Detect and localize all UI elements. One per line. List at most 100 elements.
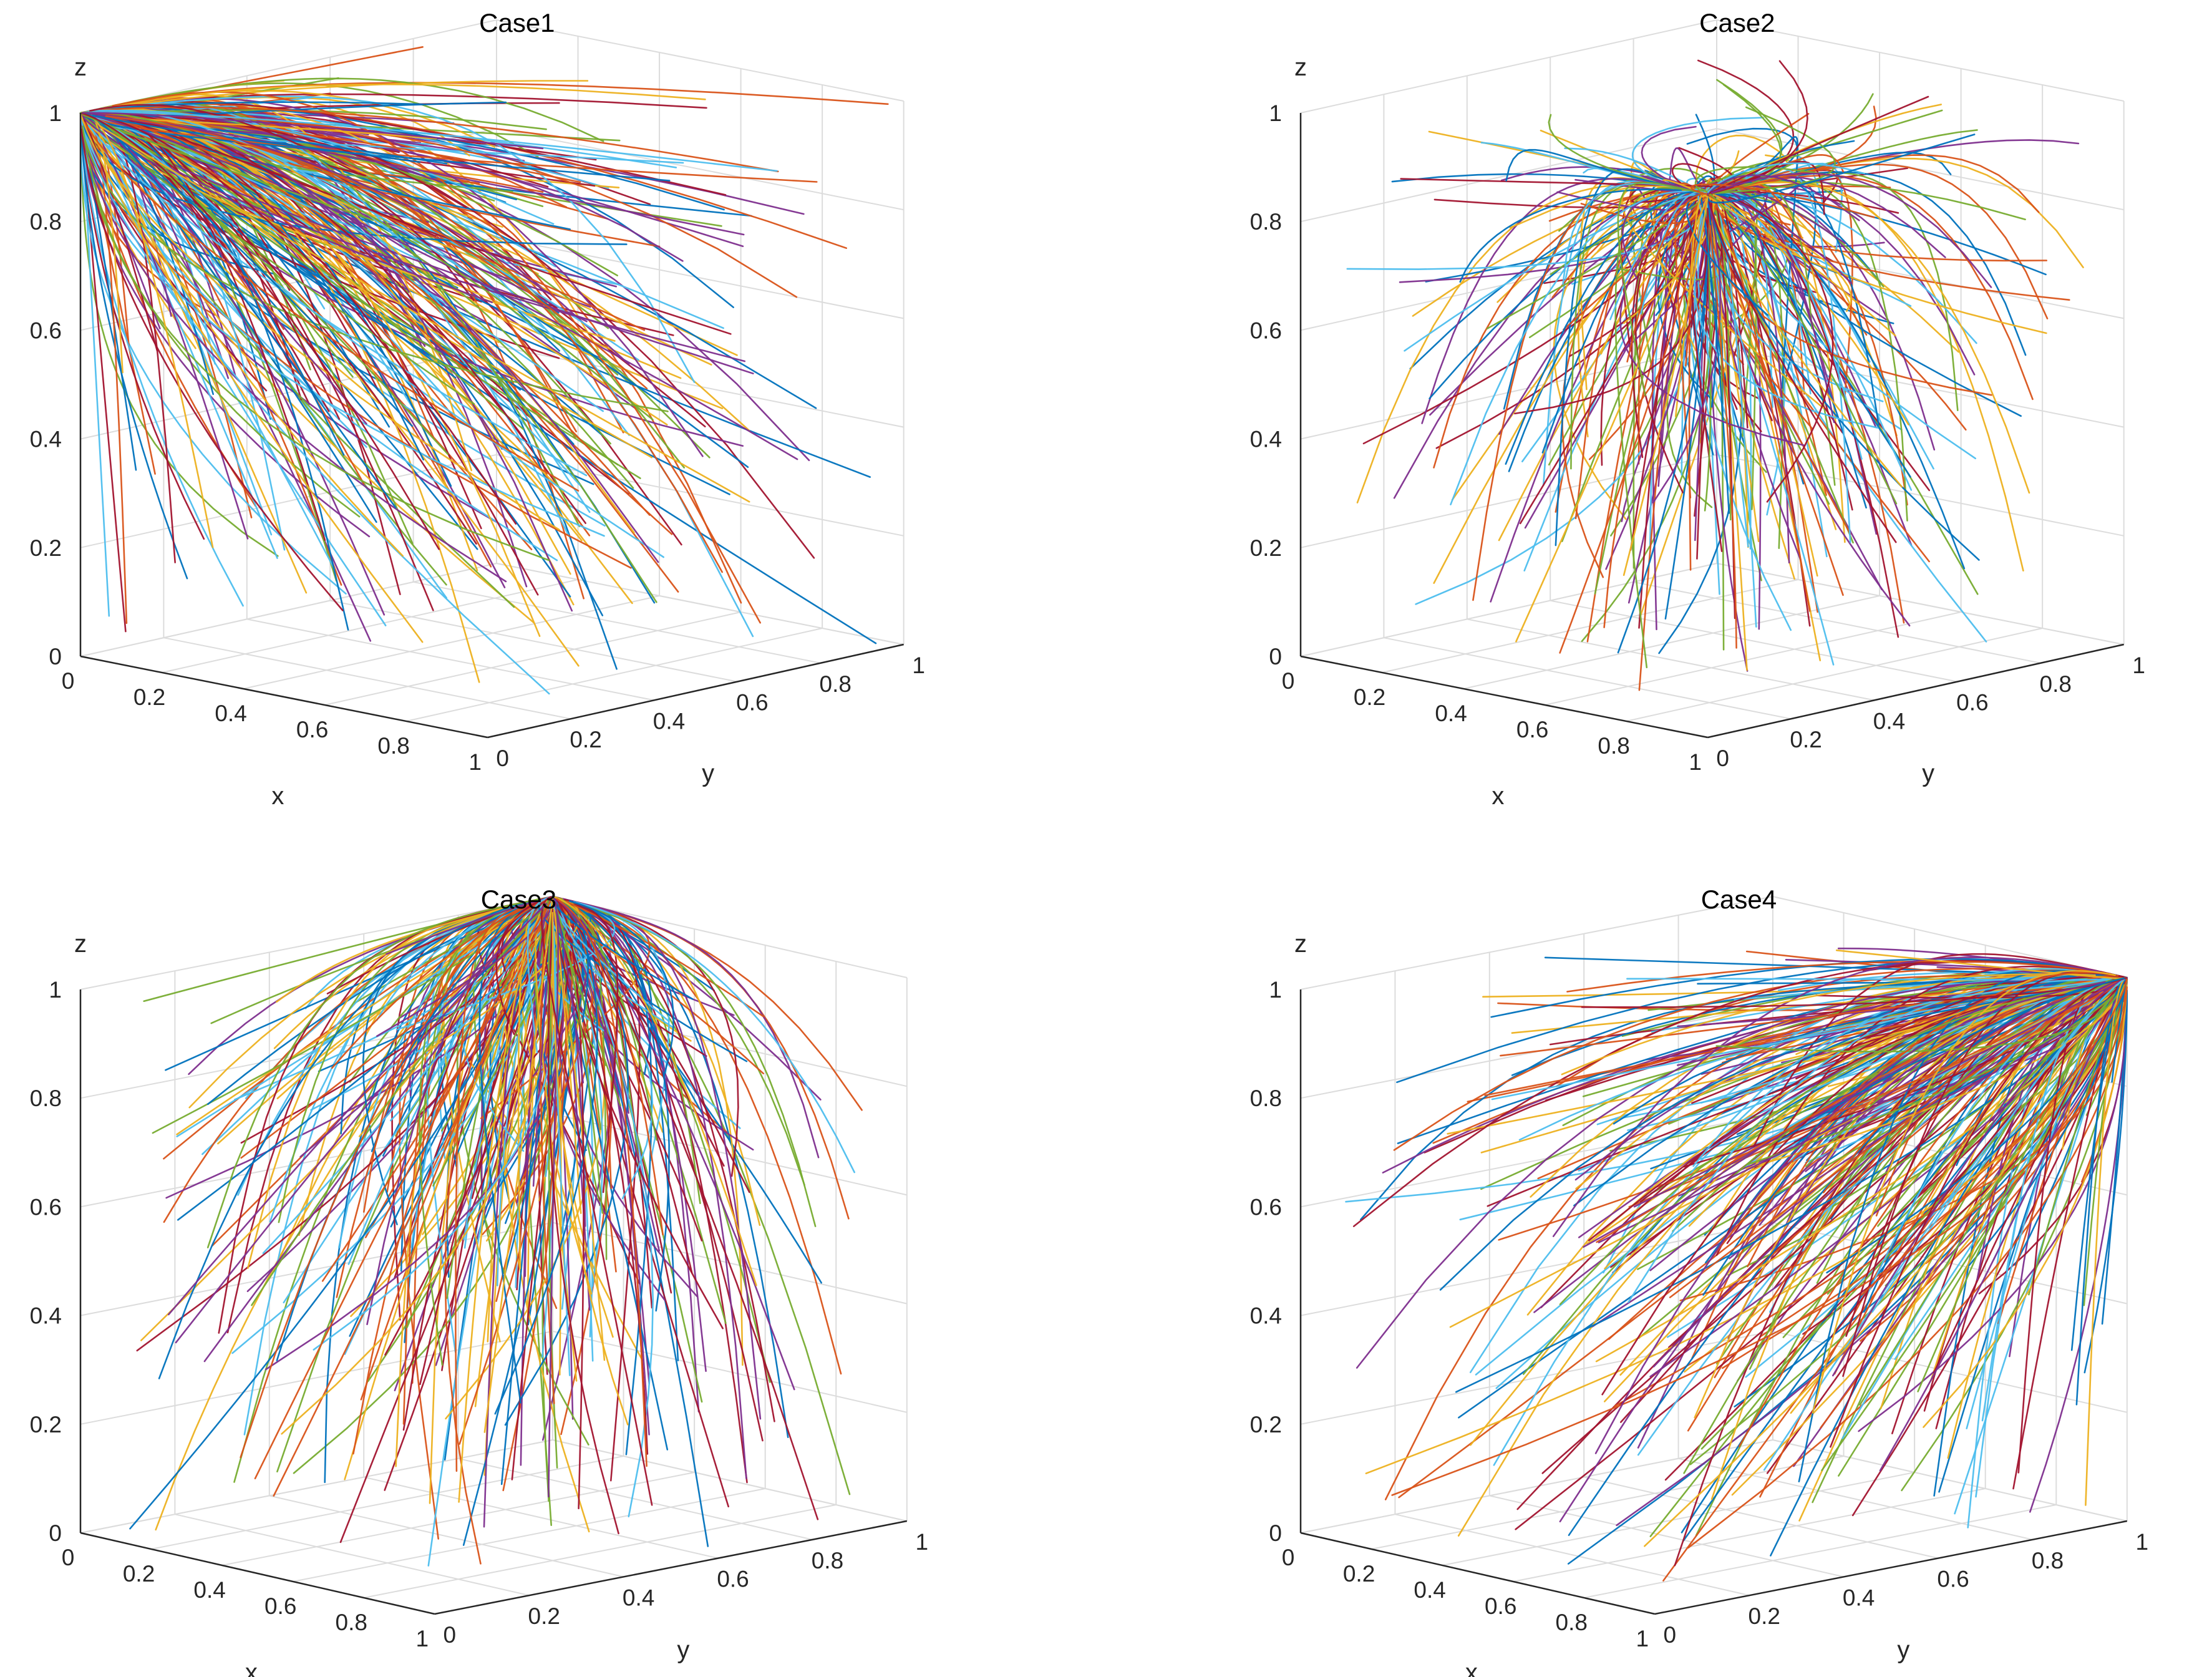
trajectory-line [551,911,629,1426]
y-axis-title: y [1922,760,1934,787]
x-tick-label: 0 [62,668,75,694]
trajectory-line [80,114,424,643]
panel-title: Case2 [1699,8,1775,37]
trajectory-line [483,896,554,1433]
grid-line [1300,19,1717,114]
trajectory-line [82,125,550,561]
y-tick-label: 0.8 [2040,671,2072,697]
trajectory-line [1728,197,1834,503]
trajectory-line [540,896,653,1506]
grid-line [1716,128,2124,211]
z-tick-label: 0.8 [1250,1086,1282,1111]
y-tick-label: 0.6 [717,1567,749,1592]
trajectory-line [94,127,664,558]
y-axis-line [1654,1520,2128,1615]
z-tick-label: 0.2 [30,535,62,561]
z-tick-label: 1 [1269,100,1282,126]
y-axis-title: y [1897,1636,1909,1664]
x-axis-line [80,1532,435,1615]
grid-line [80,1222,553,1316]
z-tick-label: 0.4 [30,1303,62,1329]
x-tick-label: 1 [1689,749,1702,775]
x-axis-title: x [271,782,284,810]
grid-line [552,1004,908,1087]
trajectory-line [1723,154,2040,213]
grid-line [552,1439,908,1522]
z-tick-label: 0.4 [1250,1303,1282,1329]
grid-line [1300,896,1773,990]
trajectory-line [1704,222,1712,512]
z-tick-label: 0.6 [1250,318,1282,343]
trajectory-line [556,898,648,1467]
z-tick-label: 0 [1269,644,1282,669]
y-tick-label: 0.4 [1873,708,1905,734]
trajectory-line [84,122,580,492]
panel-4: 00.20.40.60.81 00.20.40.60.8100.20.40.60.… [1250,885,2149,1677]
grid-line [80,1439,553,1534]
x-tick-label: 0 [1282,668,1295,694]
grid-line [1442,1472,1915,1566]
trajectory-line [1709,225,1737,649]
y-axis-line [434,1520,908,1615]
trajectory-line [1626,193,1708,362]
z-tick-label: 0 [1269,1520,1282,1546]
trajectory-line [168,903,548,1316]
x-tick-label: 0.6 [1516,717,1548,742]
grid-line [1633,581,2041,664]
x-tick-label: 0.2 [123,1561,155,1587]
trajectory-line [1707,162,1865,193]
y-tick-label: 0.2 [1749,1603,1780,1629]
panel-2: 00.20.40.60.81 00.20.40.60.8100.20.40.60.… [1250,8,2145,810]
z-tick-label: 1 [49,977,62,1003]
panel-title: Case1 [479,8,555,37]
y-tick-label: 0.4 [653,708,685,734]
panel-1: 00.20.40.60.81 00.20.40.60.8100.20.40.60.… [30,8,925,810]
y-tick-label: 0.4 [1843,1585,1875,1610]
trajectory-line [1710,172,1992,288]
x-axis-line [1300,1532,1656,1615]
y-tick-label: 1 [2136,1529,2149,1555]
y-tick-label: 0.2 [570,727,601,752]
grid-line [1550,600,1958,683]
z-tick-label: 0.6 [1250,1194,1282,1220]
y-tick-label: 0.8 [820,671,851,697]
trajectory-line [554,897,757,1286]
z-axis-title: z [74,930,87,958]
z-tick-label: 0.8 [30,209,62,235]
trajectory-line [1515,198,1707,643]
trajectory-line [84,112,397,508]
grid-line [1678,1457,2033,1540]
x-tick-label: 0.4 [1414,1577,1445,1603]
trajectory-line [1365,1001,2124,1474]
trajectory-line [1707,174,1860,221]
z-tick-label: 0.4 [30,427,62,452]
x-tick-label: 1 [468,749,482,775]
z-tick-label: 1 [49,100,62,126]
axes: 00.20.40.60.81 00.20.40.60.8100.20.40.60.… [30,100,925,775]
grid-line [151,1456,624,1550]
grid-line [175,1514,530,1597]
grid-line [1772,1439,2128,1522]
x-tick-label: 0 [1282,1545,1295,1570]
trajectory-line [80,129,344,611]
x-tick-label: 0.8 [1598,733,1629,759]
y-tick-label: 0.8 [812,1548,843,1573]
grid-line [364,1504,837,1598]
x-tick-label: 0.8 [336,1610,367,1635]
trajectory-line [81,112,440,550]
z-tick-label: 0.6 [30,1194,62,1220]
trajectory-line [82,117,616,342]
z-tick-label: 0 [49,644,62,669]
x-axis-line [80,655,488,739]
x-axis-title: x [1492,782,1504,810]
x-tick-label: 0.4 [1435,701,1467,726]
y-tick-label: 0.6 [1956,690,1988,716]
z-tick-label: 0.8 [30,1086,62,1111]
y-tick-label: 0.2 [528,1603,560,1629]
trajectory-line [100,106,779,173]
panel-title: Case4 [1701,885,1777,914]
trajectory-line [1860,978,2128,1296]
x-tick-label: 0.6 [264,1593,296,1619]
grid-line [1300,1330,1773,1425]
